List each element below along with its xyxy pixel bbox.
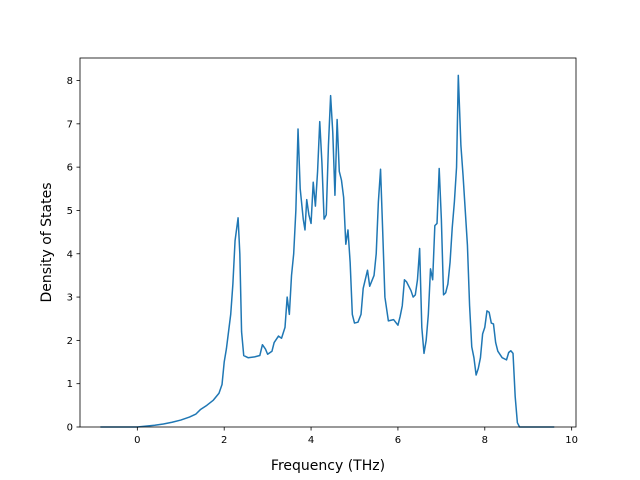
y-tick-label: 3: [67, 293, 73, 304]
y-tick-label: 6: [67, 163, 73, 174]
series-layer: [100, 74, 555, 428]
x-tick-label: 4: [308, 435, 314, 446]
plot-frame: [79, 57, 577, 428]
x-tick-label: 6: [395, 435, 401, 446]
x-tick-label: 0: [134, 435, 140, 446]
x-tick-label: 2: [221, 435, 227, 446]
y-tick-label: 7: [67, 119, 73, 130]
y-tick-label: 2: [67, 336, 73, 347]
x-axis-label: Frequency (THz): [271, 458, 385, 474]
y-axis-ticks: 0 1 2 3 4 5 6 7 8: [67, 76, 80, 434]
y-tick-label: 8: [67, 76, 73, 87]
x-tick-label: 8: [482, 435, 488, 446]
series-line-0: [100, 74, 555, 428]
y-tick-label: 1: [67, 379, 73, 390]
plot-area: [80, 58, 576, 427]
y-tick-label: 0: [67, 423, 73, 434]
x-tick-label: 10: [565, 435, 578, 446]
y-axis-label: Density of States: [39, 183, 55, 303]
y-tick-label: 5: [67, 206, 73, 217]
y-tick-label: 4: [67, 249, 73, 260]
x-axis-ticks: 0 2 4 6 8 10: [134, 427, 578, 446]
